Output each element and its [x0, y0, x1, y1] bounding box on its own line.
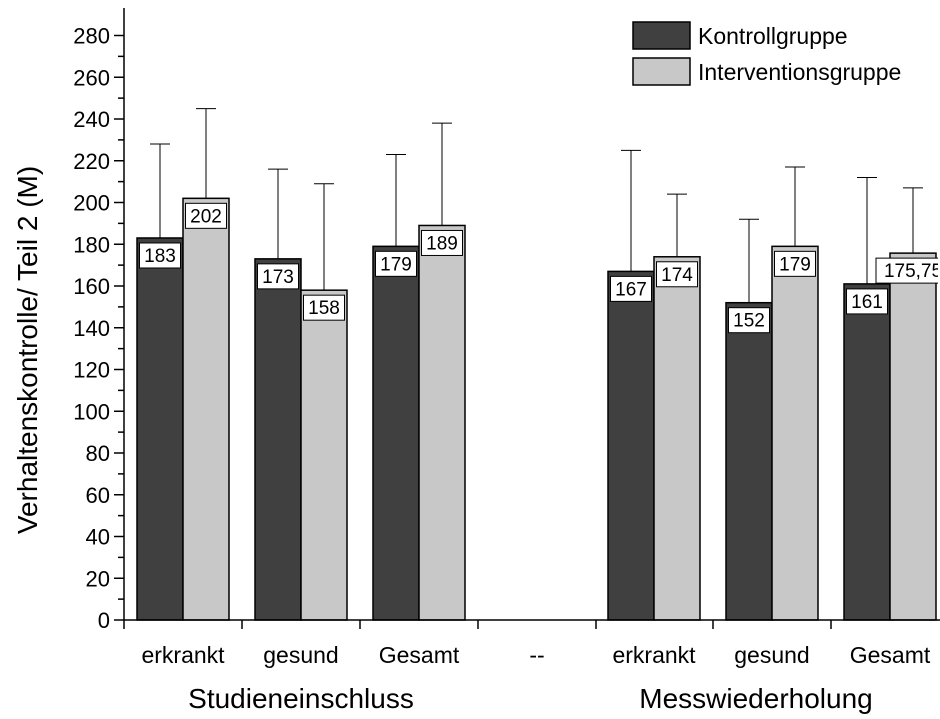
group-label-studieneinschluss: Studieneinschluss: [188, 683, 414, 714]
x-tick-label: Gesamt: [850, 642, 931, 668]
legend-label-kontrollgruppe: Kontrollgruppe: [698, 23, 848, 49]
y-tick-label: 40: [86, 525, 110, 550]
bar-interventionsgruppe-7: [890, 253, 936, 620]
y-axis-label: Verhaltenskontrolle/ Teil 2 (M): [12, 166, 43, 534]
bar-interventionsgruppe-6: [772, 246, 818, 620]
bar-interventionsgruppe-5: [654, 257, 700, 620]
y-tick-label: 240: [73, 107, 110, 132]
y-tick-label: 140: [73, 316, 110, 341]
y-tick-label: 0: [98, 608, 110, 633]
y-tick-label: 100: [73, 399, 110, 424]
group-label-messwiederholung: Messwiederholung: [639, 683, 872, 714]
bar-kontrollgruppe-1: [137, 238, 183, 620]
bar-kontrollgruppe-7: [844, 284, 890, 620]
y-tick-label: 180: [73, 232, 110, 257]
legend: Kontrollgruppe Interventionsgruppe: [633, 22, 901, 85]
data-label: 179: [380, 254, 412, 275]
data-label: 152: [733, 311, 765, 332]
y-tick-label: 160: [73, 274, 110, 299]
bar-interventionsgruppe-1: [183, 198, 229, 620]
bar-kontrollgruppe-3: [373, 246, 419, 620]
x-tick-label: erkrankt: [612, 642, 696, 668]
x-tick-label: erkrankt: [141, 642, 225, 668]
data-label: 161: [851, 292, 883, 313]
y-tick-label: 20: [86, 566, 110, 591]
legend-swatch-interventionsgruppe: [633, 58, 690, 85]
data-label: 189: [426, 233, 458, 254]
data-label: 175,75: [884, 261, 940, 282]
y-tick-label: 60: [86, 483, 110, 508]
bar-kontrollgruppe-2: [255, 259, 301, 620]
y-tick-label: 200: [73, 191, 110, 216]
y-tick-label: 280: [73, 24, 110, 49]
y-tick-label: 120: [73, 358, 110, 383]
x-tick-label: Gesamt: [379, 642, 460, 668]
y-tick-label: 220: [73, 149, 110, 174]
x-tick-label: gesund: [734, 642, 809, 668]
data-label: 158: [308, 298, 340, 319]
data-label: 174: [661, 265, 693, 286]
x-tick-label: --: [529, 642, 544, 668]
bar-kontrollgruppe-6: [726, 303, 772, 620]
data-label: 179: [779, 254, 811, 275]
data-label: 173: [262, 267, 294, 288]
y-tick-label: 80: [86, 441, 110, 466]
y-tick-label: 260: [73, 65, 110, 90]
legend-swatch-kontrollgruppe: [633, 22, 690, 49]
data-label: 183: [144, 246, 176, 267]
bar-interventionsgruppe-3: [419, 225, 465, 620]
bar-interventionsgruppe-2: [301, 290, 347, 620]
bar-kontrollgruppe-5: [608, 271, 654, 620]
data-label: 202: [190, 206, 222, 227]
legend-label-interventionsgruppe: Interventionsgruppe: [698, 59, 901, 85]
data-label: 167: [615, 279, 647, 300]
x-tick-label: gesund: [263, 642, 338, 668]
